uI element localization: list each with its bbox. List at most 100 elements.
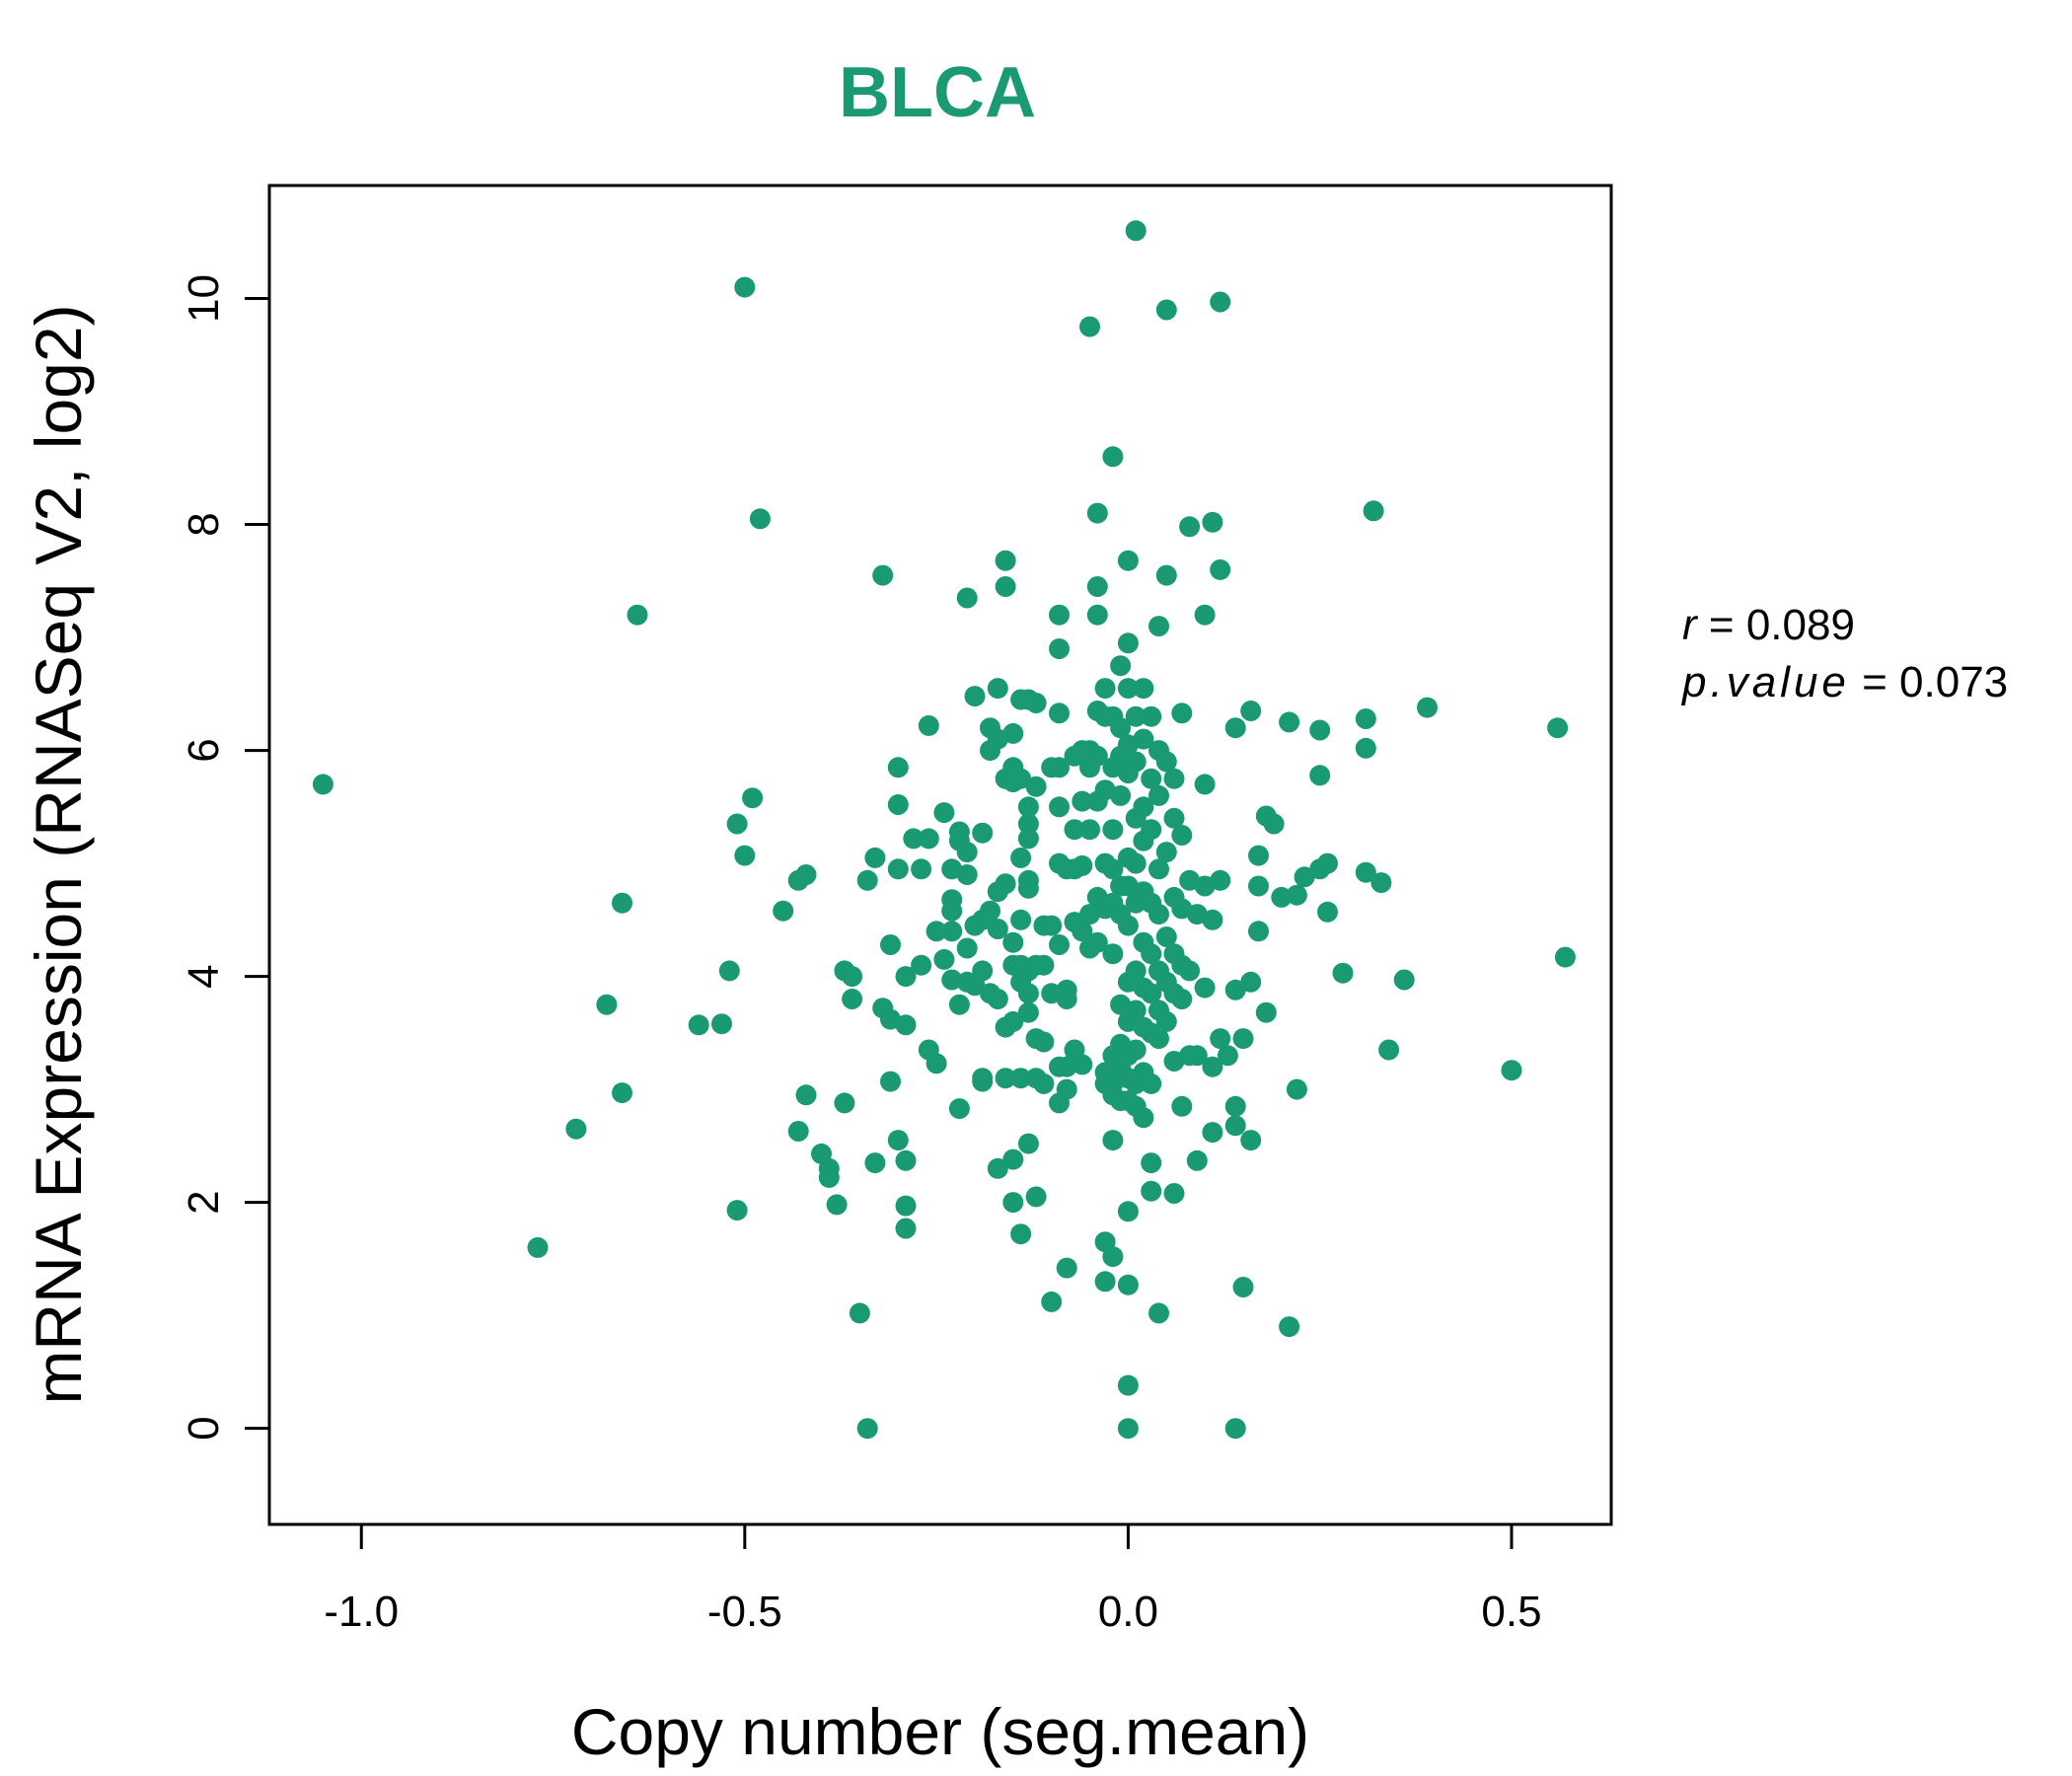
data-point — [1141, 943, 1162, 965]
data-point — [749, 508, 771, 530]
data-point — [1117, 915, 1139, 936]
data-point — [1102, 943, 1124, 965]
data-point — [1417, 697, 1438, 718]
data-point — [887, 794, 909, 815]
p-equals: = — [1850, 658, 1899, 706]
y-tick-label: 4 — [180, 964, 228, 988]
data-point — [1141, 1180, 1162, 1202]
data-point — [987, 678, 1008, 700]
data-point — [1163, 807, 1185, 829]
data-point — [1110, 717, 1132, 739]
data-point — [972, 1071, 994, 1092]
data-point — [1125, 960, 1147, 982]
data-point — [887, 1130, 909, 1151]
data-point — [1179, 960, 1201, 982]
data-point — [1002, 1148, 1024, 1170]
data-point — [1086, 931, 1108, 953]
data-point — [1155, 842, 1177, 863]
data-point — [1202, 909, 1223, 930]
x-tick-label: 0.5 — [1481, 1588, 1541, 1636]
data-point — [1148, 784, 1169, 806]
data-point — [688, 1014, 709, 1036]
data-point — [887, 757, 909, 778]
data-point — [1155, 926, 1177, 947]
data-point — [918, 828, 939, 850]
data-point — [995, 1068, 1016, 1089]
data-point — [1133, 728, 1154, 750]
r-label: r — [1682, 601, 1699, 649]
data-point — [1355, 708, 1376, 729]
data-point — [925, 1053, 947, 1074]
data-point — [1171, 1095, 1193, 1117]
data-point — [911, 858, 932, 880]
data-point — [1125, 751, 1147, 773]
data-point — [1094, 678, 1116, 700]
x-tick-label: -0.5 — [707, 1588, 782, 1636]
data-point — [1133, 796, 1154, 818]
p-value: 0.073 — [1899, 658, 2008, 706]
stats-annotation: r = 0.089 p.value = 0.073 — [1680, 601, 2008, 706]
data-point — [1210, 869, 1231, 891]
data-point — [1072, 921, 1093, 942]
p-label: p.value — [1680, 658, 1850, 706]
data-point — [856, 1418, 878, 1440]
data-point — [1125, 852, 1147, 874]
data-point — [995, 873, 1016, 895]
data-point — [1255, 1001, 1277, 1023]
data-point — [1110, 784, 1132, 806]
data-point — [1141, 983, 1162, 1004]
data-point — [849, 1302, 870, 1324]
data-point — [1224, 979, 1246, 1000]
data-point — [1049, 757, 1070, 778]
data-point — [1002, 1192, 1024, 1214]
data-point — [1317, 901, 1338, 923]
data-point — [1194, 604, 1216, 626]
data-point — [1163, 768, 1185, 789]
data-point — [1125, 220, 1147, 242]
data-point — [842, 989, 863, 1009]
data-point — [1033, 954, 1055, 976]
x-axis: -1.0 -0.5 0.0 0.5 — [324, 1522, 1542, 1636]
data-point — [742, 787, 764, 809]
data-point — [1125, 999, 1147, 1021]
data-point — [1079, 316, 1100, 337]
data-point — [972, 822, 994, 844]
data-point — [895, 1149, 917, 1171]
y-tick-label: 8 — [180, 512, 228, 536]
data-point — [895, 1218, 917, 1239]
data-point — [1041, 1291, 1063, 1312]
y-axis: 0 2 4 6 8 10 — [180, 274, 271, 1441]
data-point — [1117, 1418, 1139, 1440]
r-value: 0.089 — [1746, 601, 1855, 649]
data-point — [880, 934, 901, 955]
data-point — [527, 1236, 549, 1258]
data-point — [734, 845, 756, 866]
data-point — [1010, 847, 1032, 868]
x-axis-label: Copy number (seg.mean) — [571, 1695, 1309, 1768]
data-point — [1033, 1031, 1055, 1053]
data-point — [1224, 1418, 1246, 1440]
data-point — [734, 276, 756, 298]
data-point — [1286, 1078, 1307, 1100]
data-point — [1125, 705, 1147, 727]
data-point — [1554, 946, 1576, 968]
data-point — [612, 1082, 632, 1104]
data-point — [1025, 1186, 1047, 1208]
data-point — [1202, 1056, 1223, 1077]
data-point — [856, 869, 878, 891]
data-point — [1017, 813, 1039, 835]
data-point — [895, 1014, 917, 1036]
data-point — [1049, 934, 1070, 955]
data-point — [1041, 915, 1063, 936]
data-point — [941, 969, 963, 991]
data-point — [1148, 1302, 1169, 1324]
data-point — [956, 937, 978, 959]
data-point — [880, 1071, 901, 1092]
data-point — [1279, 711, 1300, 733]
data-point — [925, 921, 947, 942]
data-point — [1141, 1073, 1162, 1094]
data-point — [1102, 858, 1124, 880]
data-point — [1056, 1257, 1077, 1279]
data-point — [1079, 819, 1100, 841]
